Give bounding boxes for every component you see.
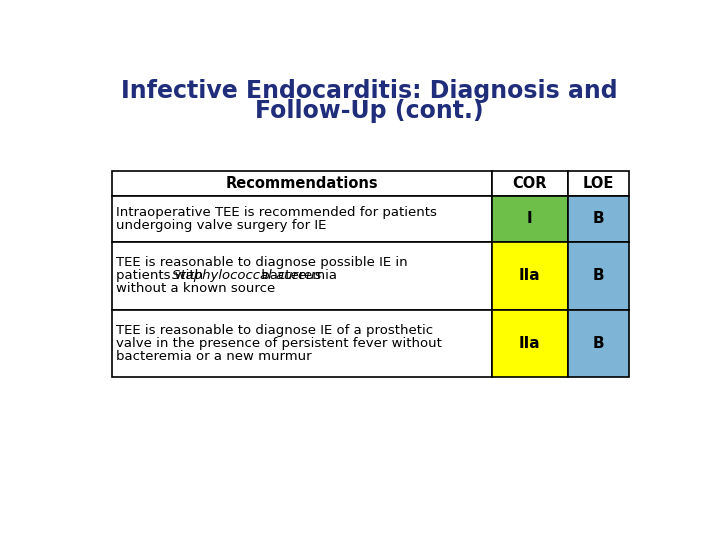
- Text: Recommendations: Recommendations: [225, 176, 378, 191]
- Text: Intraoperative TEE is recommended for patients: Intraoperative TEE is recommended for pa…: [116, 206, 436, 219]
- Text: valve in the presence of persistent fever without: valve in the presence of persistent feve…: [116, 337, 441, 350]
- Text: Infective Endocarditis: Diagnosis and: Infective Endocarditis: Diagnosis and: [121, 79, 617, 103]
- Text: Staphylococcal aureus: Staphylococcal aureus: [172, 269, 322, 282]
- Bar: [112, 171, 492, 195]
- Bar: [112, 309, 492, 377]
- Bar: [112, 242, 492, 309]
- Bar: [492, 195, 568, 242]
- Text: patients with: patients with: [116, 269, 207, 282]
- Text: IIa: IIa: [519, 268, 541, 284]
- Text: IIa: IIa: [519, 336, 541, 351]
- Text: bacteremia or a new murmur: bacteremia or a new murmur: [116, 350, 311, 363]
- Bar: [112, 195, 492, 242]
- Text: I: I: [527, 211, 533, 226]
- Text: COR: COR: [513, 176, 547, 191]
- Text: B: B: [593, 211, 604, 226]
- Text: TEE is reasonable to diagnose possible IE in: TEE is reasonable to diagnose possible I…: [116, 256, 408, 269]
- Text: B: B: [593, 336, 604, 351]
- Text: TEE is reasonable to diagnose IE of a prosthetic: TEE is reasonable to diagnose IE of a pr…: [116, 324, 433, 337]
- Bar: [568, 309, 629, 377]
- Text: undergoing valve surgery for IE: undergoing valve surgery for IE: [116, 219, 326, 232]
- Text: B: B: [593, 268, 604, 284]
- Bar: [492, 309, 568, 377]
- Text: without a known source: without a known source: [116, 282, 275, 295]
- Text: Follow-Up (cont.): Follow-Up (cont.): [255, 99, 483, 123]
- Text: bacteremia: bacteremia: [257, 269, 337, 282]
- Text: LOE: LOE: [582, 176, 614, 191]
- Bar: [568, 171, 629, 195]
- Bar: [492, 242, 568, 309]
- Bar: [568, 195, 629, 242]
- Bar: [492, 171, 568, 195]
- Bar: [568, 242, 629, 309]
